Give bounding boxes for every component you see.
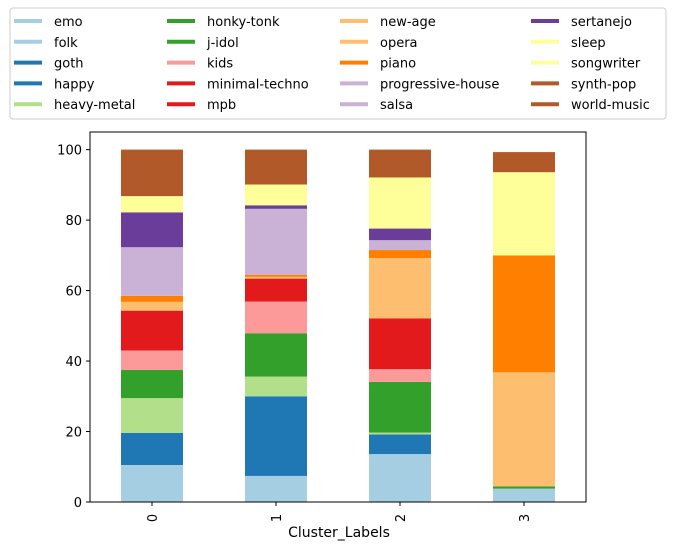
legend-label-emo: emo	[54, 15, 83, 30]
x-tick-label: 0	[146, 514, 161, 522]
bar-segment-goth-0	[121, 432, 183, 465]
bar-segment-sertanejo-2	[369, 228, 431, 241]
bar-segment-heavy-metal-0	[121, 398, 183, 433]
plot-frame	[89, 131, 587, 503]
x-tick-label: 1	[270, 514, 285, 522]
legend: emo folk goth happy heavy-metal honky-tonk j-i…	[9, 7, 667, 120]
legend-label-sleep: sleep	[571, 36, 606, 51]
bar-segment-sleep-2	[369, 177, 431, 229]
bar-segment-synth-pop-3	[493, 152, 555, 173]
y-tick-label: 20	[65, 426, 82, 441]
bar-segment-honky-tonk-0	[121, 369, 183, 399]
legend-label-kids: kids	[207, 57, 233, 72]
y-tick-label: 0	[74, 496, 82, 511]
legend-label-progressive-house: progressive-house	[380, 77, 499, 92]
legend-label-piano: piano	[380, 57, 416, 72]
bar-segment-heavy-metal-1	[245, 376, 307, 397]
bar-segment-sertanejo-1	[245, 205, 307, 209]
bar-segment-piano-2	[369, 250, 431, 259]
legend-label-salsa: salsa	[380, 98, 413, 113]
bar-segment-progressive-house-0	[121, 247, 183, 296]
legend-label-minimal-techno: minimal-techno	[207, 77, 309, 92]
axes: 0 20 40 60 80 100 0 1 2 3	[57, 131, 587, 522]
bar-segment-emo-1	[245, 475, 307, 502]
bar-segment-sleep-1	[245, 184, 307, 206]
bar-segment-honky-tonk-3	[493, 486, 555, 489]
bar-segment-honky-tonk-1	[245, 333, 307, 377]
legend-box	[9, 7, 667, 120]
bar-segment-new-age-3	[493, 372, 555, 487]
legend-label-sertanejo: sertanejo	[571, 15, 632, 30]
legend-label-goth: goth	[54, 57, 84, 72]
bar-segment-synth-pop-1	[245, 149, 307, 185]
bar-segment-goth-2	[369, 434, 431, 455]
y-tick-label: 80	[65, 214, 82, 229]
bar-segment-synth-pop-2	[369, 149, 431, 178]
x-tick-label: 2	[394, 514, 409, 522]
y-tick-label: 60	[65, 285, 82, 300]
legend-label-mpb: mpb	[207, 98, 236, 113]
bar-segment-minimal-techno-0	[121, 310, 183, 351]
bar-segment-piano-0	[121, 295, 183, 302]
legend-label-folk: folk	[54, 36, 78, 51]
bar-segment-piano-3	[493, 255, 555, 373]
legend-label-new-age: new-age	[380, 15, 436, 30]
bar-segment-new-age-0	[121, 301, 183, 311]
bar-segment-sleep-0	[121, 196, 183, 213]
bar-segment-kids-1	[245, 301, 307, 334]
legend-label-happy: happy	[54, 77, 95, 92]
bar-segment-new-age-1	[245, 276, 307, 279]
legend-label-songwriter: songwriter	[571, 57, 641, 72]
bar-segment-happy-1	[245, 396, 307, 476]
legend-label-honky-tonk: honky-tonk	[207, 15, 280, 30]
bar-segment-minimal-techno-1	[245, 278, 307, 302]
x-axis-label: Cluster_Labels	[288, 525, 390, 541]
bar-segment-synth-pop-0	[121, 149, 183, 197]
y-tick-label: 100	[57, 144, 82, 159]
legend-label-heavy-metal: heavy-metal	[54, 98, 135, 113]
bar-segment-piano-1	[245, 274, 307, 277]
bar-segment-minimal-techno-2	[369, 318, 431, 370]
bar-segment-sertanejo-0	[121, 212, 183, 248]
bar-segment-sleep-3	[493, 172, 555, 256]
bar-segment-kids-2	[369, 369, 431, 382]
legend-label-synth-pop: synth-pop	[571, 77, 636, 92]
bar-segment-honky-tonk-2	[369, 381, 431, 433]
bars	[121, 149, 555, 502]
bar-segment-emo-2	[369, 454, 431, 502]
bar-segment-progressive-house-2	[369, 240, 431, 251]
bar-segment-emo-0	[121, 465, 183, 502]
x-tick-label: 3	[518, 514, 533, 522]
bar-segment-progressive-house-1	[245, 208, 307, 275]
bar-segment-emo-3	[493, 488, 555, 502]
legend-label-j-idol: j-idol	[206, 36, 239, 51]
bar-segment-new-age-2	[369, 258, 431, 319]
legend-label-world-music: world-music	[571, 98, 650, 113]
bar-segment-kids-0	[121, 350, 183, 370]
bar-segment-heavy-metal-2	[369, 432, 431, 435]
legend-label-opera: opera	[380, 36, 418, 51]
y-tick-label: 40	[65, 355, 82, 370]
